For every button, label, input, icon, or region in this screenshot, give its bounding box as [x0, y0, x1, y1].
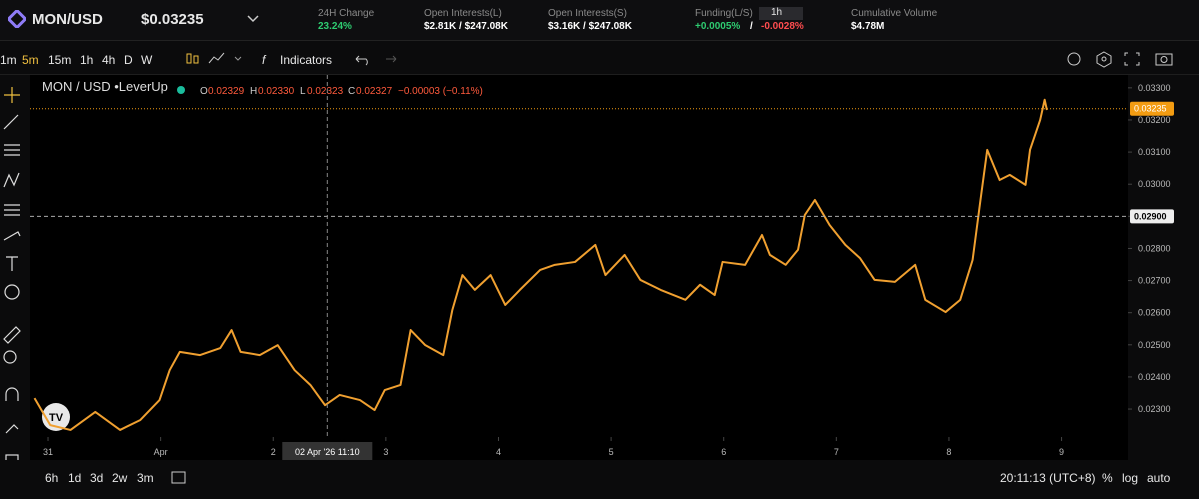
y-tick-label: 0.02600 [1138, 308, 1171, 318]
date-range-icon[interactable] [170, 469, 188, 485]
price-chart: MON / USD •LeverUp O 0.02329 H 0.02330 L… [30, 75, 1174, 460]
interval[interactable]: 4h [102, 53, 116, 67]
bottom-bar: 6h 1d 3d 2w 3m 20:11:13 (UTC+8) % log au… [0, 462, 1199, 492]
ohlc-value: 0.02330 [258, 86, 295, 97]
stat-label: Open Interests(L) [424, 8, 502, 19]
ohlc-key: L [300, 86, 306, 97]
interval[interactable]: 5m [22, 53, 39, 67]
interval[interactable]: 1m [0, 53, 17, 67]
last-price-label: 0.03235 [1134, 104, 1167, 114]
x-tick-label: 5 [609, 447, 614, 457]
stat-value: $3.16K / $247.08K [548, 21, 632, 32]
stat-value: 23.24% [318, 21, 352, 32]
ohlc-key: O [200, 86, 208, 97]
interval[interactable]: 1h [80, 53, 94, 67]
x-tick-label: 6 [721, 447, 726, 457]
x-tick-label: Apr [154, 447, 168, 457]
indicators[interactable]: Indicators [280, 53, 333, 67]
option[interactable]: log [1122, 471, 1139, 485]
option[interactable]: auto [1147, 471, 1171, 485]
top-right-icons[interactable] [1064, 49, 1184, 69]
logo [8, 10, 26, 28]
range[interactable]: 6h [45, 471, 59, 485]
stat-value: +0.0005% [695, 21, 741, 32]
y-tick-label: 0.03000 [1138, 179, 1171, 189]
stat-value: $4.78M [851, 21, 885, 32]
dropdown[interactable] [246, 14, 260, 24]
interval[interactable]: 15m [48, 53, 72, 67]
y-tick-label: 0.02400 [1138, 372, 1171, 382]
y-tick-label: 0.02800 [1138, 243, 1171, 253]
toolbar: 1m 5m 15m 1h 4h D W f Indicators [0, 44, 1199, 75]
svg-text:TV: TV [49, 412, 64, 424]
tool-icons[interactable] [0, 75, 30, 464]
price: $0.03235 [141, 11, 204, 28]
stat-sep: / [750, 21, 753, 32]
undo-redo[interactable] [352, 51, 402, 67]
crosshair-x-box [282, 442, 373, 460]
last-price-box [1130, 101, 1174, 116]
stat-label: 24H Change [318, 8, 375, 19]
crosshair-x-label: 02 Apr '26 11:10 [295, 447, 360, 457]
ohlc-value: 0.02327 [356, 86, 393, 97]
stat-label: Cumulative Volume [851, 8, 938, 19]
stat-value: -0.0028% [761, 21, 804, 32]
stat-label: Funding(L/S) [695, 8, 753, 19]
ohlc-value: 0.02329 [208, 86, 245, 97]
ohlc-key: C [348, 86, 355, 97]
stat-value: $2.81K / $247.08K [424, 21, 508, 32]
price-line [33, 98, 1048, 431]
range[interactable]: 3d [90, 471, 104, 485]
chart-title: MON / USD •LeverUp [42, 79, 168, 94]
clock: 20:11:13 (UTC+8) [1000, 471, 1096, 485]
ohlc-legend: O 0.02329 H 0.02330 L 0.02323 C 0.02327 … [200, 86, 483, 97]
interval[interactable]: D [124, 53, 133, 67]
x-tick-label: 8 [946, 447, 951, 457]
chart-type-icons[interactable] [185, 51, 245, 67]
stat-label: Open Interests(S) [548, 8, 627, 19]
y-tick-label: 0.03300 [1138, 83, 1171, 93]
option[interactable]: % [1102, 471, 1113, 485]
y-tick-label: 0.02700 [1138, 276, 1171, 286]
x-tick-label: 2 [271, 447, 276, 457]
ohlc-change: −0.00003 (−0.11%) [398, 86, 483, 97]
header: MON/USD $0.03235 24H Change 23.24% Open … [0, 0, 1199, 41]
ohlc-value: 0.02323 [307, 86, 344, 97]
range[interactable]: 1d [68, 471, 82, 485]
x-tick-label: 7 [834, 447, 839, 457]
range[interactable]: 3m [137, 471, 154, 485]
x-tick-label: 31 [43, 447, 53, 457]
x-tick-label: 4 [496, 447, 501, 457]
y-tick-label: 0.02300 [1138, 404, 1171, 414]
pair[interactable]: MON/USD [32, 11, 103, 28]
status-dot [177, 86, 185, 94]
y-tick-label: 0.02500 [1138, 340, 1171, 350]
x-tick-label: 9 [1059, 447, 1064, 457]
plot-bg [30, 75, 1128, 460]
crosshair-y-box [1130, 209, 1174, 224]
fx-icon[interactable]: f [262, 53, 266, 67]
y-tick-label: 0.03100 [1138, 147, 1171, 157]
y-tick-label: 0.03200 [1138, 115, 1171, 125]
x-tick-label: 3 [383, 447, 388, 457]
range[interactable]: 2w [112, 471, 128, 485]
ohlc-key: H [250, 86, 257, 97]
interval[interactable]: W [141, 53, 153, 67]
crosshair-y-label: 0.02900 [1134, 211, 1167, 221]
funding-period[interactable]: 1h [759, 7, 803, 20]
